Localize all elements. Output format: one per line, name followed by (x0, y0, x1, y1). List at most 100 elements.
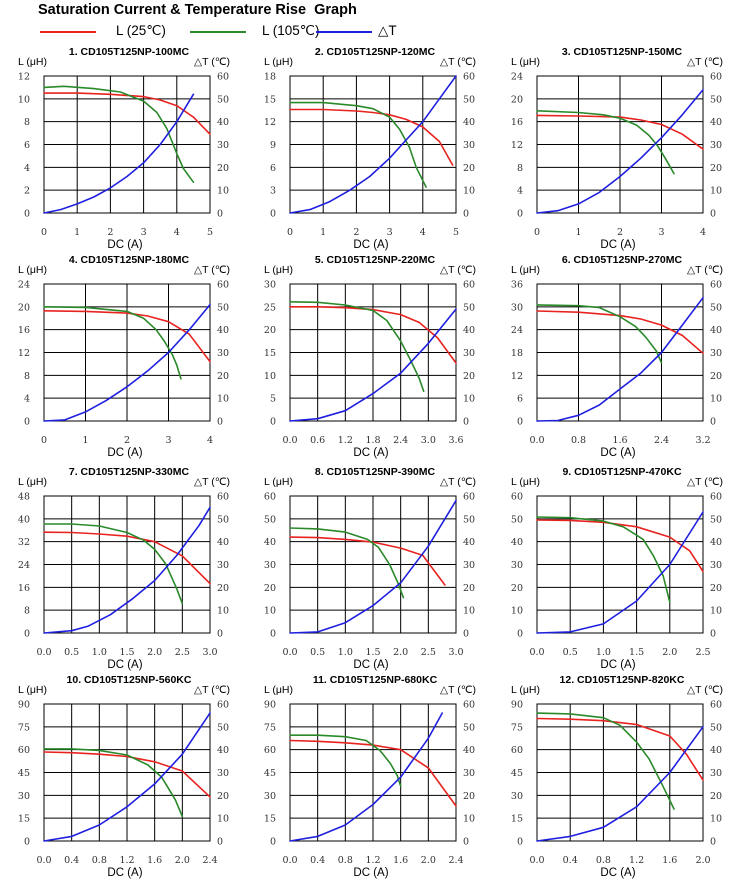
y2-tick-label: 60 (217, 280, 229, 291)
chart-7: 7. CD105T125NP-330MC L (μH) △T (℃) 0 8 16 24 32… (18, 466, 230, 671)
y-axis-label: L (μH) (511, 56, 540, 68)
series-line-l105 (289, 527, 405, 599)
y-tick-label: 48 (18, 492, 30, 503)
y-axis-label: L (μH) (511, 684, 540, 696)
y-tick-label: 50 (511, 514, 523, 525)
x-axis-label: DC (A) (600, 867, 635, 879)
x-tick-label: 0.8 (92, 855, 107, 866)
chart-title: 1. CD105T125NP-100MC (69, 46, 190, 58)
y-tick-label: 16 (18, 325, 30, 336)
chart-8: 8. CD105T125NP-390MC L (μH) △T (℃) 0 10 20 30 4… (264, 466, 476, 671)
y-tick-label: 20 (511, 583, 523, 594)
y-tick-label: 0 (270, 629, 276, 640)
x-axis-label: DC (A) (353, 659, 388, 671)
chart-5: 5. CD105T125NP-220MC L (μH) △T (℃) 0 5 10 15 20… (264, 254, 476, 459)
series-line-l105 (536, 110, 675, 175)
chart-title: 7. CD105T125NP-330MC (69, 466, 190, 478)
y-tick-label: 10 (511, 606, 523, 617)
y2-tick-label: 10 (463, 186, 475, 197)
series-line-l25 (536, 310, 704, 355)
y2-tick-label: 30 (217, 348, 229, 359)
y2-tick-label: 10 (710, 814, 722, 825)
y-tick-label: 24 (18, 280, 30, 291)
series-line-l25 (43, 531, 211, 585)
x-tick-label: 2.0 (175, 855, 190, 866)
x-tick-label: 1.6 (662, 855, 677, 866)
y2-tick-label: 50 (710, 302, 722, 313)
y2-tick-label: 50 (217, 514, 229, 525)
y2-tick-label: 10 (710, 186, 722, 197)
y2-tick-label: 40 (217, 325, 229, 336)
series-line-dt (43, 712, 211, 842)
y2-tick-label: 20 (217, 371, 229, 382)
y-tick-label: 6 (24, 140, 30, 151)
y2-tick-label: 20 (217, 791, 229, 802)
y-tick-label: 0 (517, 209, 523, 220)
y-tick-label: 9 (270, 140, 276, 151)
y-tick-label: 15 (264, 348, 276, 359)
y-tick-label: 0 (24, 417, 30, 428)
x-axis-label: DC (A) (600, 239, 635, 251)
x-tick-label: 3 (141, 227, 147, 238)
chart-title: 10. CD105T125NP-560KC (67, 674, 192, 686)
x-tick-label: 3.0 (448, 647, 463, 658)
y2-tick-label: 30 (217, 768, 229, 779)
legend-line-dt (316, 31, 372, 33)
series-line-dt (536, 88, 704, 214)
series-line-l25 (289, 108, 454, 166)
y2-tick-label: 0 (217, 837, 223, 848)
y2-tick-label: 10 (217, 186, 229, 197)
x-axis-label: DC (A) (107, 659, 142, 671)
y2-tick-label: 60 (463, 492, 475, 503)
y-tick-label: 18 (264, 72, 276, 83)
y-tick-label: 15 (264, 814, 276, 825)
y2-tick-label: 10 (217, 814, 229, 825)
y-tick-label: 75 (18, 722, 30, 733)
y-tick-label: 12 (511, 371, 523, 382)
series-line-dt (536, 511, 704, 634)
x-tick-label: 1.0 (596, 647, 611, 658)
y-tick-label: 40 (511, 537, 523, 548)
y2-tick-label: 50 (710, 94, 722, 105)
series-line-l25 (536, 114, 704, 150)
x-tick-label: 1.6 (612, 435, 627, 446)
x-tick-label: 0.4 (64, 855, 79, 866)
y2-tick-label: 10 (463, 606, 475, 617)
y2-tick-label: 40 (463, 745, 475, 756)
legend-label-l25: L (25℃) (116, 23, 166, 38)
y-tick-label: 45 (264, 768, 276, 779)
y2-tick-label: 40 (217, 537, 229, 548)
series-line-l105 (289, 101, 427, 188)
y-tick-label: 60 (264, 492, 276, 503)
x-tick-label: 3.0 (421, 435, 436, 446)
y-tick-label: 20 (511, 94, 523, 105)
y-tick-label: 24 (511, 72, 523, 83)
series-line-l25 (43, 92, 211, 135)
series-line-l25 (43, 309, 211, 363)
x-tick-label: 1.2 (629, 855, 644, 866)
series-line-l105 (43, 748, 184, 818)
x-tick-label: 1.2 (338, 435, 353, 446)
y2-tick-label: 40 (710, 325, 722, 336)
y-tick-label: 10 (18, 94, 30, 105)
x-tick-label: 2.4 (202, 855, 217, 866)
y2-tick-label: 0 (710, 417, 716, 428)
x-tick-label: 1.8 (365, 435, 380, 446)
series-line-dt (536, 725, 704, 842)
y-tick-label: 12 (511, 140, 523, 151)
x-tick-label: 0.5 (310, 647, 325, 658)
y-axis-label: L (μH) (18, 264, 47, 276)
y-tick-label: 75 (264, 722, 276, 733)
y-tick-label: 60 (18, 745, 30, 756)
series-line-l105 (43, 85, 195, 183)
y2-axis-label: △T (℃) (687, 476, 723, 488)
y2-tick-label: 40 (463, 537, 475, 548)
y2-tick-label: 30 (710, 768, 722, 779)
chart-title: 5. CD105T125NP-220MC (315, 254, 436, 266)
x-tick-label: 4 (420, 227, 426, 238)
x-tick-label: 2 (107, 227, 113, 238)
y-tick-label: 0 (24, 629, 30, 640)
y2-tick-label: 0 (463, 209, 469, 220)
